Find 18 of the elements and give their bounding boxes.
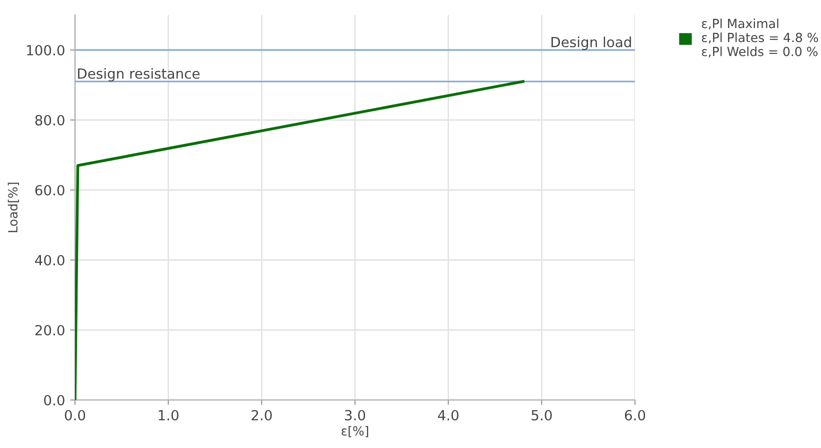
x-axis-title: ε[%] xyxy=(342,426,368,438)
y-tick-label: 100.0 xyxy=(27,44,64,56)
y-tick-label: 20.0 xyxy=(35,324,64,336)
y-tick-label: 0.0 xyxy=(44,394,64,406)
x-tick-label: 5.0 xyxy=(532,410,552,420)
legend-label: ε,Pl Maximal ε,Pl Plates = 4.8 % ε,Pl Welds = 0.0 % xyxy=(702,18,818,58)
x-tick-label: 0.0 xyxy=(64,410,86,420)
x-tick-label: 3.0 xyxy=(345,410,366,420)
x-tick-label: 1.0 xyxy=(158,410,178,420)
y-axis-title: Load[%] xyxy=(8,182,20,232)
x-tick-label: 2.0 xyxy=(252,410,272,420)
x-tick-label: 4.0 xyxy=(438,410,458,420)
y-tick-label: 60.0 xyxy=(35,184,64,196)
y-tick-label: 40.0 xyxy=(35,254,64,266)
ref-line-label: Design resistance xyxy=(78,68,200,82)
x-tick-label: 6.0 xyxy=(624,410,646,420)
y-tick-label: 80.0 xyxy=(35,114,64,126)
ref-line-label: Design load xyxy=(552,36,631,50)
